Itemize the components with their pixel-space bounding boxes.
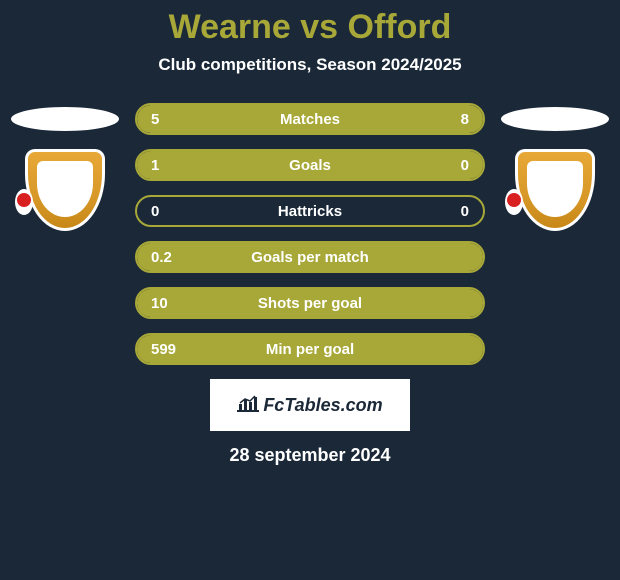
stat-value-right: 0 xyxy=(461,157,469,174)
stat-label: Goals per match xyxy=(137,249,483,266)
player-left-column xyxy=(6,103,124,231)
stat-label: Matches xyxy=(137,111,483,128)
comparison-date: 28 september 2024 xyxy=(0,445,620,466)
stat-row: 5Matches8 xyxy=(135,103,485,135)
stat-row: 0Hattricks0 xyxy=(135,195,485,227)
stat-row: 0.2Goals per match xyxy=(135,241,485,273)
stat-value-right: 0 xyxy=(461,203,469,220)
stats-container: 5Matches81Goals00Hattricks00.2Goals per … xyxy=(135,103,485,365)
logo-text: FcTables.com xyxy=(263,395,382,416)
stat-row: 10Shots per goal xyxy=(135,287,485,319)
stat-label: Goals xyxy=(137,157,483,174)
content: 5Matches81Goals00Hattricks00.2Goals per … xyxy=(0,103,620,466)
stat-label: Shots per goal xyxy=(137,295,483,312)
flag-right-icon xyxy=(501,107,609,131)
stat-row: 1Goals0 xyxy=(135,149,485,181)
stat-value-right: 8 xyxy=(461,111,469,128)
fctables-logo: FcTables.com xyxy=(210,379,410,431)
comparison-subtitle: Club competitions, Season 2024/2025 xyxy=(0,55,620,75)
stat-label: Min per goal xyxy=(137,341,483,358)
stat-label: Hattricks xyxy=(137,203,483,220)
player-right-column xyxy=(496,103,614,231)
team-badge-right-icon xyxy=(505,149,605,231)
team-badge-left-icon xyxy=(15,149,115,231)
comparison-title: Wearne vs Offord xyxy=(0,8,620,47)
chart-icon xyxy=(237,394,259,417)
header: Wearne vs Offord Club competitions, Seas… xyxy=(0,0,620,75)
stat-row: 599Min per goal xyxy=(135,333,485,365)
flag-left-icon xyxy=(11,107,119,131)
